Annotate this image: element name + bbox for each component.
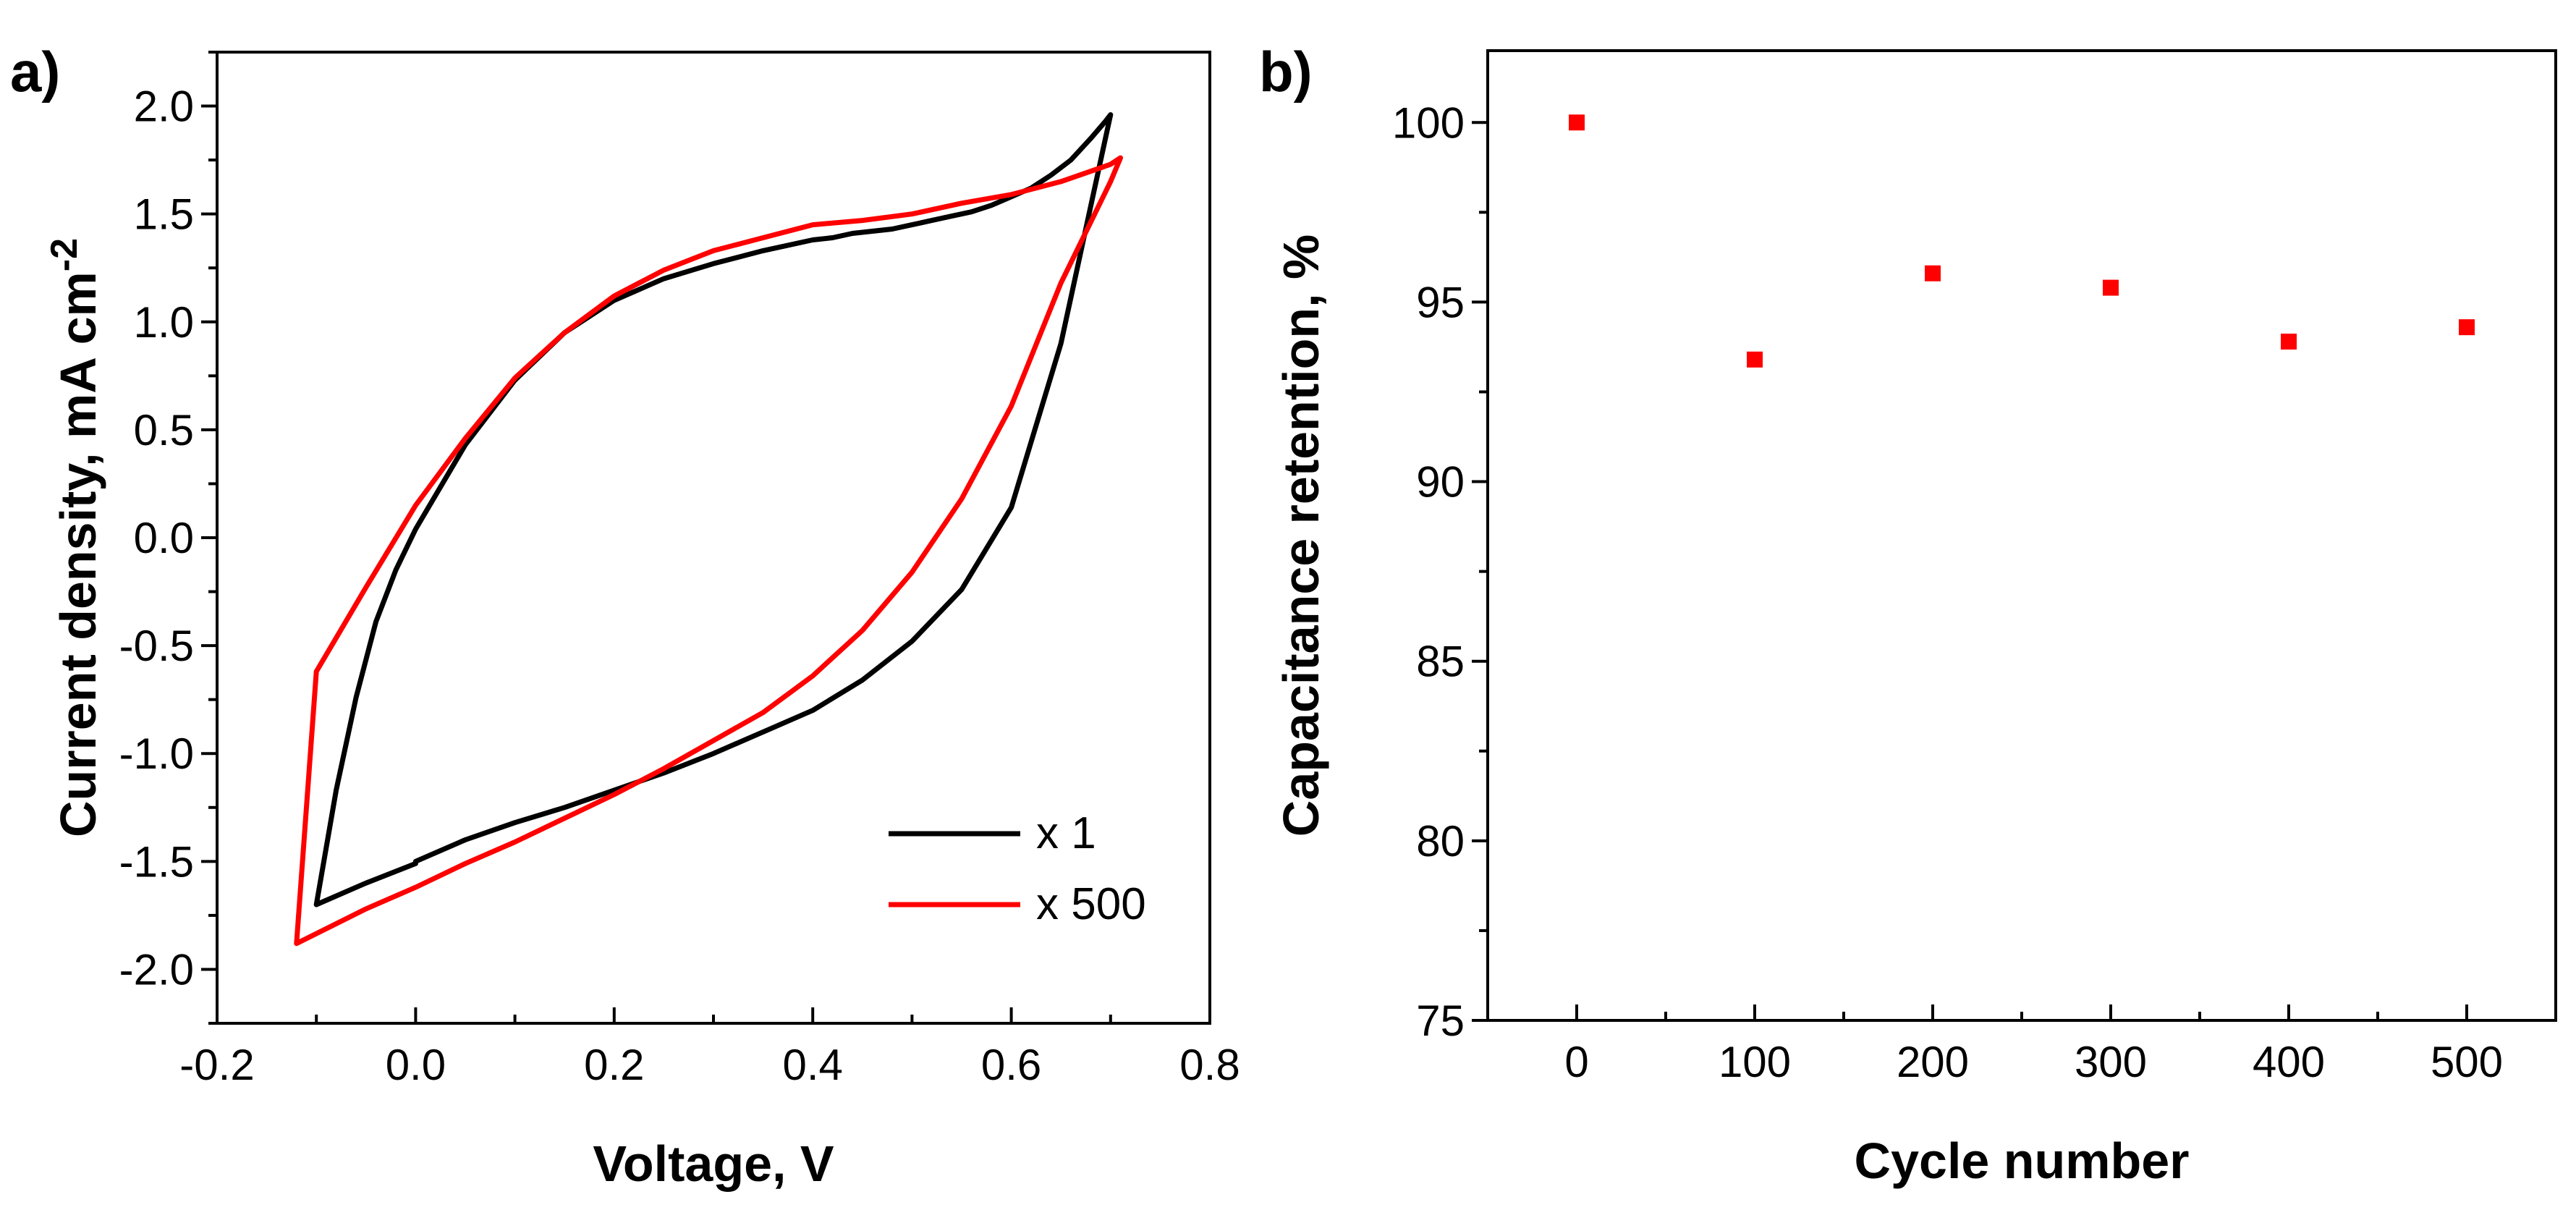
panel-a-y-tick-label: 1.0 [134, 298, 194, 347]
panel-b-y-tick-label: 85 [1416, 638, 1465, 686]
panel-a-legend: x 1 x 500 [889, 808, 1146, 929]
panel-a-x-tick-label: 0.2 [584, 1041, 644, 1089]
panel-a-x-tick-label: -0.2 [179, 1041, 254, 1089]
panel-a-x-tick-label: 0.0 [386, 1041, 446, 1089]
panel-a-y-tick-label: -1.5 [119, 837, 194, 886]
panel-b-x-axis-title: Cycle number [1855, 1133, 2190, 1189]
data-point-marker [1747, 351, 1763, 368]
series-x500-curve [294, 155, 1123, 947]
panel-b-x-tick-label: 100 [1719, 1038, 1791, 1086]
panel-b-ticks: 0 100 200 300 400 500 75 80 85 90 95 100 [1392, 98, 2503, 1086]
panel-a-y-axis-title: Current density, mA cm-2 [43, 238, 106, 837]
panel-b-y-tick-label: 80 [1416, 817, 1465, 866]
panel-b-y-axis-title: Capacitance retention, % [1273, 234, 1329, 837]
panel-a-plot-frame [216, 51, 1211, 1025]
panel-a-x-tick-label: 0.8 [1179, 1041, 1240, 1089]
panel-a-cyclic-voltammetry: a) -0.2 0.0 0.2 0.4 0.6 0.8 -2.0 -1.5 -1.0 -0.5 0.… [10, 40, 1240, 1192]
panel-a-y-tick-label: 0.0 [134, 514, 194, 562]
panel-a-y-tick-label: -0.5 [119, 622, 194, 670]
panel-a-x-axis-title: Voltage, V [593, 1135, 834, 1192]
panel-a-x-tick-label: 0.6 [981, 1041, 1041, 1089]
panel-b-y-tick-label: 90 [1416, 458, 1465, 507]
panel-a-y-axis-title-superscript: -2 [43, 238, 85, 271]
legend-label-x500: x 500 [1036, 879, 1146, 929]
panel-a-y-tick-label: 0.5 [134, 406, 194, 454]
data-point-marker [2459, 319, 2475, 336]
panel-b-label: b) [1259, 40, 1313, 103]
panel-b-plot-frame [1486, 49, 2557, 1022]
panel-b-y-tick-label: 95 [1416, 278, 1465, 326]
panel-b-x-tick-label: 400 [2253, 1038, 2325, 1086]
panel-b-capacitance-retention: b) 0 100 200 300 400 500 75 80 85 90 95 100 Cycle n… [1259, 40, 2557, 1189]
data-point-marker [2281, 334, 2297, 350]
panel-a-y-tick-label: 2.0 [134, 82, 194, 131]
data-point-marker [1569, 114, 1585, 131]
panel-a-ticks: -0.2 0.0 0.2 0.4 0.6 0.8 -2.0 -1.5 -1.0 -0.5 0.0 0.… [119, 51, 1240, 1089]
panel-a-y-tick-label: 1.5 [134, 190, 194, 239]
panel-b-x-tick-label: 500 [2431, 1038, 2503, 1086]
panel-b-x-tick-label: 0 [1564, 1038, 1588, 1086]
panel-a-x-tick-label: 0.4 [782, 1041, 842, 1089]
panel-a-label: a) [10, 40, 60, 103]
panel-b-y-tick-label: 75 [1416, 997, 1465, 1045]
panel-a-curves [294, 112, 1123, 947]
series-x1-curve [313, 112, 1114, 908]
panel-b-x-tick-label: 200 [1897, 1038, 1969, 1086]
panel-b-points [1569, 114, 2475, 368]
panel-a-y-tick-label: -2.0 [119, 945, 194, 994]
panel-a-y-tick-label: -1.0 [119, 729, 194, 778]
panel-a-y-axis-title-main: Current density, mA cm [50, 271, 106, 837]
panel-b-x-tick-label: 300 [2075, 1038, 2147, 1086]
data-point-marker [2103, 279, 2119, 296]
legend-label-x1: x 1 [1036, 808, 1096, 858]
data-point-marker [1925, 265, 1941, 282]
panel-b-y-tick-label: 100 [1392, 98, 1465, 147]
